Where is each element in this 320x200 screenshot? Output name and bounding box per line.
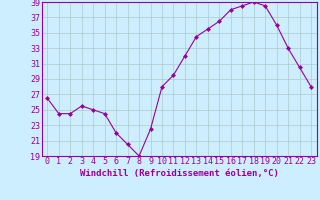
X-axis label: Windchill (Refroidissement éolien,°C): Windchill (Refroidissement éolien,°C) — [80, 169, 279, 178]
